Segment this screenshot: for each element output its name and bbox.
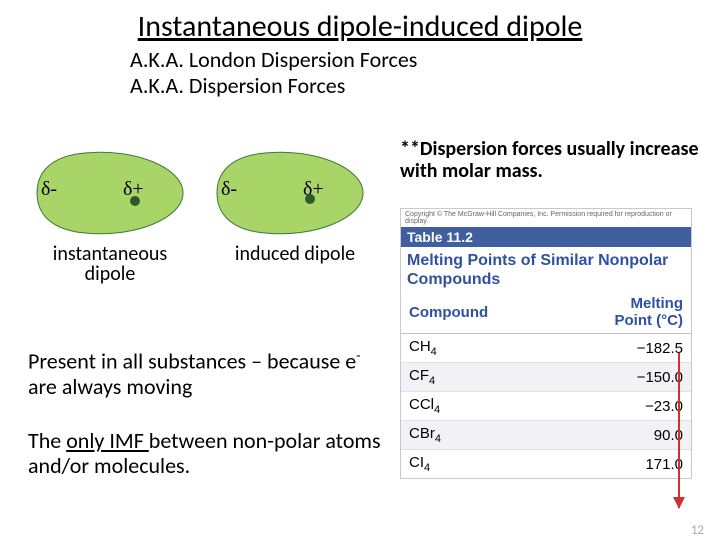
trend-arrow-icon xyxy=(678,353,680,508)
col-compound: Compound xyxy=(401,291,555,334)
induced-dipole: δ- δ+ xyxy=(215,148,365,238)
present-text: Present in all substances – because e- a… xyxy=(28,348,388,399)
table-row: CBr4 90.0 xyxy=(401,421,691,450)
subtitle-line-2: A.K.A. Dispersion Forces xyxy=(130,73,720,99)
table-title: Melting Points of Similar Nonpolar Compo… xyxy=(401,247,691,291)
egg-icon xyxy=(35,148,185,238)
delta-minus-label: δ- xyxy=(41,178,57,201)
delta-minus-label: δ- xyxy=(221,178,237,201)
instantaneous-dipole: δ- δ+ xyxy=(35,148,185,238)
copyright-text: Copyright © The McGraw-Hill Companies, I… xyxy=(401,209,691,227)
induced-label: induced dipole xyxy=(220,244,370,284)
table-number: Table 11.2 xyxy=(401,227,691,247)
col-melting-point: MeltingPoint (°C) xyxy=(555,291,691,334)
table-row: CF4 −150.0 xyxy=(401,363,691,392)
page-title: Instantaneous dipole-induced dipole xyxy=(0,8,720,45)
instantaneous-label: instantaneous dipole xyxy=(30,244,190,284)
electron-dot-icon xyxy=(305,194,315,204)
subtitle-block: A.K.A. London Dispersion Forces A.K.A. D… xyxy=(130,47,720,100)
table-row: CH4 −182.5 xyxy=(401,334,691,363)
electron-dot-icon xyxy=(130,196,140,206)
subtitle-line-1: A.K.A. London Dispersion Forces xyxy=(130,47,720,73)
page-number: 12 xyxy=(691,523,704,538)
dispersion-note: **Dispersion forces usually increase wit… xyxy=(400,138,700,182)
table-row: CCl4 −23.0 xyxy=(401,392,691,421)
dipole-diagram: δ- δ+ δ- δ+ instantaneous dipole induced… xyxy=(20,148,380,284)
egg-icon xyxy=(215,148,365,238)
table-row: CI4 171.0 xyxy=(401,450,691,479)
melting-point-table: Copyright © The McGraw-Hill Companies, I… xyxy=(400,208,692,479)
only-imf-text: The only IMF between non-polar atoms and… xyxy=(28,428,388,479)
